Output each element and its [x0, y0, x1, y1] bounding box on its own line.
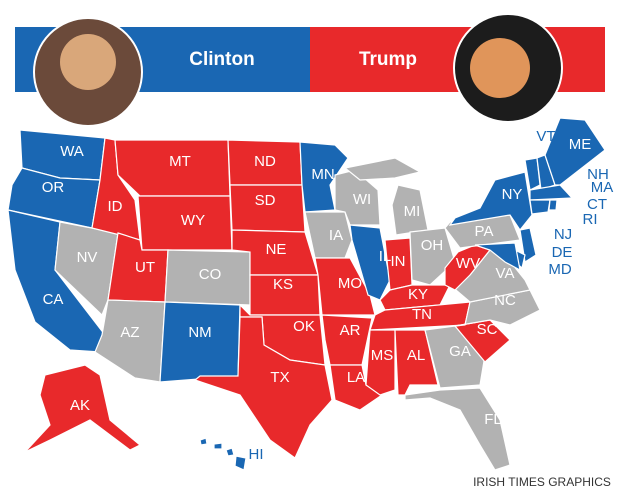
state-label: KS — [273, 276, 293, 293]
state-shape — [225, 447, 235, 457]
state-label: SC — [477, 321, 498, 338]
state-label: TX — [270, 369, 289, 386]
trump-face — [470, 38, 530, 98]
state-label: GA — [449, 343, 471, 360]
state-shape — [94, 299, 166, 383]
state-label: NC — [494, 292, 516, 309]
state-shape — [299, 141, 349, 213]
state-shape — [409, 227, 456, 286]
state-label: IA — [329, 227, 343, 244]
state-label: ME — [569, 136, 592, 153]
state-label: WV — [456, 255, 480, 272]
state-label: MI — [404, 203, 421, 220]
state-label: AZ — [120, 324, 139, 341]
state-label: WI — [353, 191, 371, 208]
state-label: CA — [43, 291, 64, 308]
state-label: CO — [199, 266, 222, 283]
state-label: NY — [502, 186, 523, 203]
state-shape — [199, 437, 208, 446]
state-label: RI — [583, 211, 598, 228]
state-label: ID — [108, 198, 123, 215]
state-label: LA — [347, 369, 365, 386]
state-label: AK — [70, 397, 90, 414]
state-label: MA — [591, 179, 614, 196]
state-shape — [343, 157, 422, 181]
state-label: MD — [548, 261, 571, 278]
state-label: NH — [587, 166, 609, 183]
state-label: NE — [266, 241, 287, 258]
state-shape — [329, 364, 384, 411]
state-shape — [444, 244, 492, 291]
state-label: NJ — [554, 226, 572, 243]
state-label: TN — [412, 306, 432, 323]
state-label: DE — [552, 244, 573, 261]
state-label: AL — [407, 347, 425, 364]
state-shape — [544, 117, 606, 186]
state-shape — [548, 199, 558, 211]
state-label: FL — [484, 411, 502, 428]
state-label: UT — [135, 259, 155, 276]
state-label: OH — [421, 237, 444, 254]
state-shape — [529, 199, 551, 215]
state-label: ND — [254, 153, 276, 170]
state-label: SD — [255, 192, 276, 209]
state-label: VA — [496, 265, 515, 282]
left-label: Clinton — [189, 49, 254, 70]
state-shape — [529, 184, 574, 201]
state-label: MO — [338, 275, 362, 292]
state-shape — [365, 329, 396, 396]
state-shape — [304, 211, 353, 259]
state-label: WY — [181, 212, 205, 229]
state-shape — [213, 442, 223, 450]
labels: WA OR CA NV ID MT WY UT AZ CO NM ND SD NE KS OK TX MN IA MO… — [42, 128, 614, 463]
state-label: WA — [60, 143, 84, 160]
state-label: CT — [587, 196, 607, 213]
state-label: MT — [169, 153, 191, 170]
state-label: MN — [311, 166, 334, 183]
state-shape — [234, 455, 247, 471]
state-label: OK — [293, 318, 315, 335]
state-label: HI — [249, 446, 264, 463]
state-label: PA — [475, 223, 494, 240]
states — [7, 117, 606, 471]
state-label: OR — [42, 179, 65, 196]
state-shape — [519, 227, 537, 263]
state-label: VT — [536, 128, 555, 145]
state-shape — [159, 301, 241, 383]
state-label: IL — [379, 248, 392, 265]
state-label: NM — [188, 324, 211, 341]
state-label: IN — [391, 253, 406, 270]
state-shape — [448, 171, 533, 232]
state-shape — [193, 316, 333, 459]
credit: IRISH TIMES GRAPHICS — [473, 475, 611, 489]
state-shape — [474, 242, 521, 272]
state-label: NV — [77, 249, 98, 266]
state-shape — [24, 364, 142, 453]
clinton-face — [60, 34, 116, 90]
right-label: Trump — [359, 49, 417, 70]
state-label: KY — [408, 286, 428, 303]
state-shape — [404, 387, 511, 471]
state-label: AR — [340, 322, 361, 339]
state-label: MS — [371, 347, 394, 364]
